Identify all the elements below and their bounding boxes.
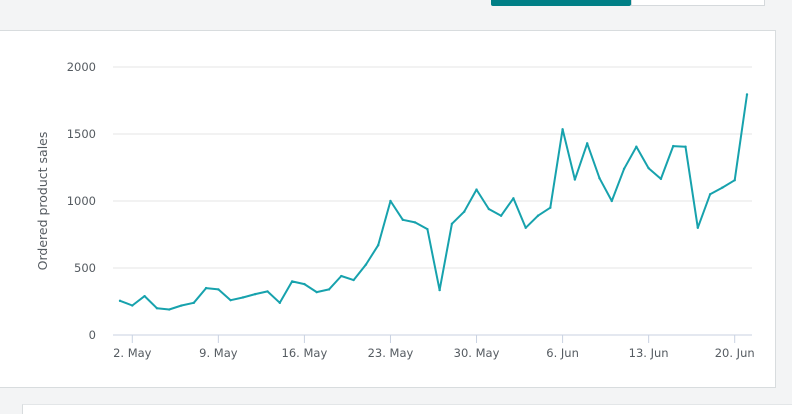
y-tick-label: 1000 — [67, 194, 96, 208]
data-point — [180, 304, 183, 307]
data-point — [647, 166, 650, 170]
toggle-option-inactive[interactable] — [631, 0, 765, 6]
data-point — [389, 199, 392, 203]
data-point — [487, 207, 491, 211]
data-point — [610, 199, 613, 203]
y-tick-label: 0 — [89, 328, 96, 342]
data-point — [463, 210, 466, 213]
x-tick-label: 16. May — [282, 346, 328, 360]
data-point — [229, 298, 232, 302]
data-point — [598, 177, 601, 180]
x-tick-label: 9. May — [199, 346, 238, 360]
data-point — [573, 178, 577, 181]
data-point — [512, 197, 515, 200]
data-point — [684, 145, 687, 148]
data-point — [499, 214, 503, 217]
x-tick-label: 6. Jun — [546, 346, 579, 360]
data-point — [561, 128, 564, 131]
toggle-option-active[interactable] — [491, 0, 631, 6]
data-point — [204, 286, 208, 290]
x-tick-label: 23. May — [368, 346, 414, 360]
data-point — [364, 263, 368, 266]
x-tick-label: 2. May — [113, 346, 152, 360]
data-point — [524, 226, 527, 229]
grid-lines — [113, 66, 752, 269]
data-point — [696, 226, 700, 229]
data-point — [217, 288, 220, 291]
x-axis: 2. May 9. May 16. May 23. May 30. May 6. Jun 1… — [113, 334, 755, 360]
x-tick-label: 13. Jun — [629, 346, 669, 360]
data-point — [585, 142, 589, 145]
data-point — [733, 179, 736, 182]
data-point — [155, 307, 159, 310]
data-point — [622, 167, 626, 171]
y-tick-label: 500 — [74, 261, 96, 275]
data-point — [327, 288, 331, 291]
y-tick-label: 1500 — [67, 127, 96, 141]
view-toggle[interactable] — [491, 0, 765, 6]
data-point — [131, 304, 134, 307]
data-point — [376, 244, 380, 247]
data-point — [708, 193, 712, 196]
data-point — [266, 290, 269, 293]
data-point — [143, 294, 146, 298]
series-line — [119, 93, 748, 311]
data-point — [426, 227, 429, 231]
data-point — [278, 301, 282, 305]
data-point — [401, 218, 404, 221]
data-point — [536, 214, 540, 217]
data-point — [659, 177, 663, 181]
next-panel-edge — [22, 404, 792, 414]
data-point — [475, 188, 478, 191]
data-point — [315, 290, 318, 294]
data-point — [438, 288, 441, 292]
data-point — [721, 186, 724, 189]
data-point — [352, 278, 355, 282]
data-point — [672, 144, 675, 148]
y-axis-title: Ordered product sales — [35, 132, 50, 271]
series-group — [118, 93, 749, 311]
data-point — [290, 280, 294, 283]
data-point — [413, 221, 417, 224]
data-point — [549, 206, 552, 209]
y-tick-label: 2000 — [67, 60, 96, 74]
data-point — [118, 299, 122, 303]
data-point — [450, 222, 454, 225]
data-point — [745, 93, 749, 96]
data-point — [254, 292, 257, 296]
data-point — [635, 145, 638, 148]
data-point — [241, 296, 245, 299]
data-point — [303, 282, 306, 286]
data-point — [192, 301, 195, 305]
data-point — [167, 308, 171, 311]
x-tick-label: 20. Jun — [715, 346, 755, 360]
x-tick-label: 30. May — [454, 346, 500, 360]
y-axis-ticks: 0 500 1000 1500 2000 — [67, 60, 96, 342]
data-point — [340, 274, 343, 278]
